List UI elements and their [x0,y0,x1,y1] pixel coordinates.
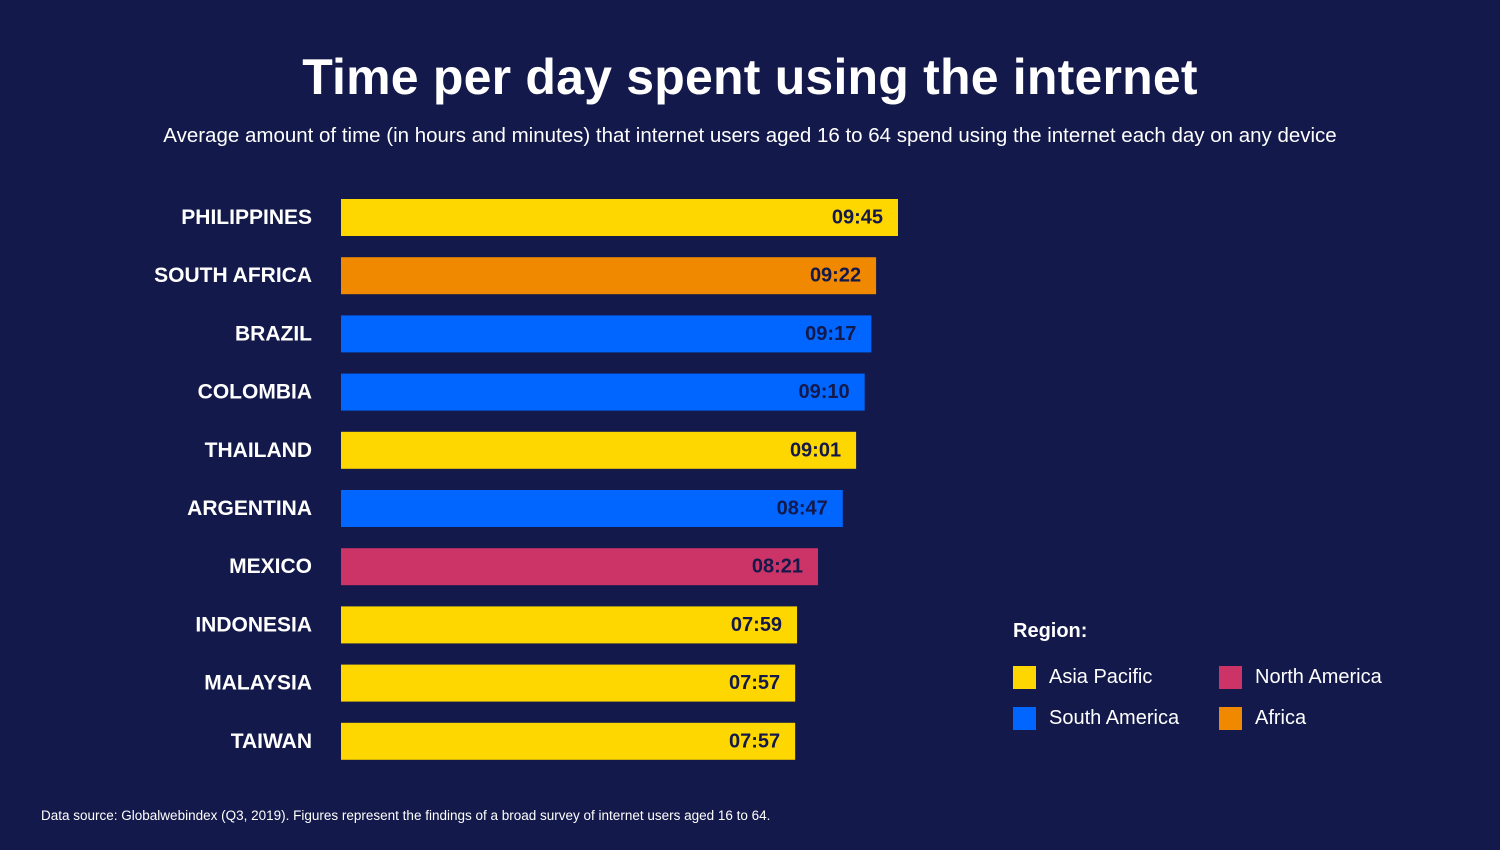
category-label-mexico: MEXICO [229,555,312,578]
value-label-thailand: 09:01 [790,439,841,461]
bar-thailand [341,431,857,469]
legend: Region: Asia Pacific North America South… [1013,620,1399,730]
legend-label-north-america: North America [1255,666,1382,688]
legend-label-asia-pacific: Asia Pacific [1049,666,1153,688]
legend-swatch-north-america [1219,666,1242,689]
bar-brazil [341,315,872,353]
legend-title: Region: [1013,620,1088,642]
legend-item-asia-pacific: Asia Pacific [1013,666,1219,689]
legend-swatch-south-america [1013,707,1036,730]
legend-items: Asia Pacific North America South America… [1013,666,1399,730]
value-label-brazil: 09:17 [805,323,856,345]
legend-label-south-america: South America [1049,707,1180,729]
chart-subtitle: Average amount of time (in hours and min… [163,124,1337,147]
category-label-argentina: ARGENTINA [187,497,312,520]
bar-malaysia [341,664,796,702]
value-label-mexico: 08:21 [752,556,803,578]
category-label-philippines: PHILIPPINES [181,206,312,229]
bar-philippines [341,199,898,236]
legend-label-africa: Africa [1255,707,1307,729]
legend-swatch-africa [1219,707,1242,730]
value-label-philippines: 09:45 [832,207,883,229]
category-label-brazil: BRAZIL [235,322,312,345]
category-label-taiwan: TAIWAN [231,730,312,753]
legend-item-north-america: North America [1219,666,1399,689]
legend-item-africa: Africa [1219,707,1399,730]
category-label-south-africa: SOUTH AFRICA [154,264,312,287]
value-label-south-africa: 09:22 [810,265,861,287]
category-label-thailand: THAILAND [205,439,312,462]
bar-taiwan [341,722,796,760]
legend-item-south-america: South America [1013,707,1219,730]
category-label-indonesia: INDONESIA [195,613,312,636]
value-label-malaysia: 07:57 [729,672,780,694]
bar-mexico [341,548,819,586]
value-label-colombia: 09:10 [799,381,850,403]
bar-colombia [341,373,865,411]
category-label-malaysia: MALAYSIA [204,672,312,695]
value-label-taiwan: 07:57 [729,730,780,752]
bar-indonesia [341,606,798,644]
legend-swatch-asia-pacific [1013,666,1036,689]
bar-argentina [341,490,843,527]
category-label-colombia: COLOMBIA [198,381,312,404]
value-label-argentina: 08:47 [777,498,828,520]
chart-title: Time per day spent using the internet [302,49,1198,105]
value-label-indonesia: 07:59 [731,614,782,636]
footnote: Data source: Globalwebindex (Q3, 2019). … [41,808,771,823]
bar-south-africa [341,257,877,295]
